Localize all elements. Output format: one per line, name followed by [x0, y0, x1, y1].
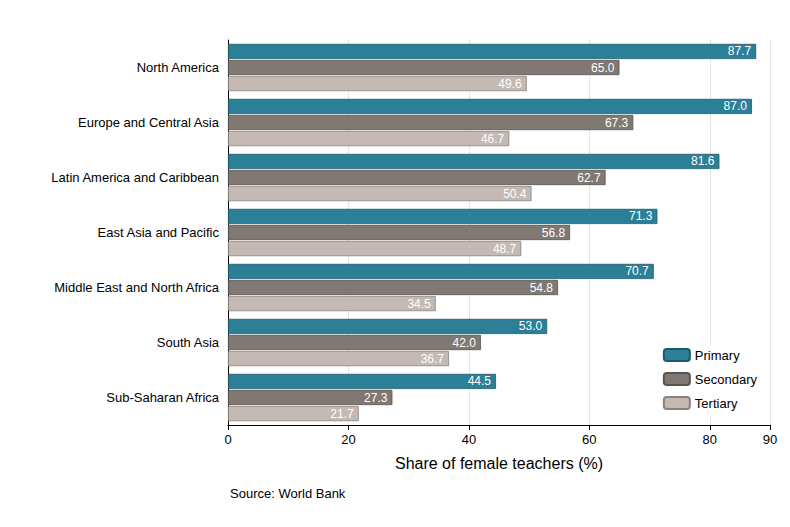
svg-text:87.0: 87.0: [724, 99, 748, 113]
svg-text:27.3: 27.3: [364, 391, 388, 405]
svg-text:56.8: 56.8: [542, 226, 566, 240]
svg-text:87.7: 87.7: [728, 44, 752, 58]
svg-text:60: 60: [582, 432, 596, 447]
svg-text:70.7: 70.7: [625, 264, 649, 278]
svg-text:62.7: 62.7: [577, 171, 601, 185]
svg-text:East Asia and Pacific: East Asia and Pacific: [98, 225, 220, 240]
svg-text:South Asia: South Asia: [157, 335, 220, 350]
svg-text:Middle East and North Africa: Middle East and North Africa: [54, 280, 220, 295]
svg-text:44.5: 44.5: [468, 374, 492, 388]
svg-text:46.7: 46.7: [481, 132, 505, 146]
svg-text:67.3: 67.3: [605, 116, 629, 130]
svg-text:Tertiary: Tertiary: [695, 396, 738, 411]
svg-text:Latin America and Caribbean: Latin America and Caribbean: [51, 170, 219, 185]
svg-text:0: 0: [224, 432, 231, 447]
svg-text:80: 80: [703, 432, 717, 447]
svg-text:Share of female teachers (%): Share of female teachers (%): [395, 455, 603, 472]
svg-text:54.8: 54.8: [530, 281, 554, 295]
svg-text:90: 90: [763, 432, 777, 447]
svg-text:Secondary: Secondary: [695, 372, 758, 387]
svg-text:34.5: 34.5: [407, 297, 431, 311]
svg-text:42.0: 42.0: [453, 336, 477, 350]
svg-text:48.7: 48.7: [493, 242, 517, 256]
svg-text:North America: North America: [137, 60, 220, 75]
svg-text:Europe and Central Asia: Europe and Central Asia: [78, 115, 220, 130]
svg-text:65.0: 65.0: [591, 61, 615, 75]
svg-text:36.7: 36.7: [421, 352, 445, 366]
svg-text:21.7: 21.7: [330, 407, 354, 421]
svg-text:Sub-Saharan Africa: Sub-Saharan Africa: [106, 390, 220, 405]
svg-text:Source: World Bank: Source: World Bank: [230, 486, 346, 501]
svg-text:49.6: 49.6: [498, 77, 522, 91]
svg-text:Primary: Primary: [695, 348, 740, 363]
svg-text:40: 40: [462, 432, 476, 447]
svg-text:50.4: 50.4: [503, 187, 527, 201]
svg-text:81.6: 81.6: [691, 154, 715, 168]
svg-text:71.3: 71.3: [629, 209, 653, 223]
svg-text:20: 20: [341, 432, 355, 447]
svg-text:53.0: 53.0: [519, 319, 543, 333]
